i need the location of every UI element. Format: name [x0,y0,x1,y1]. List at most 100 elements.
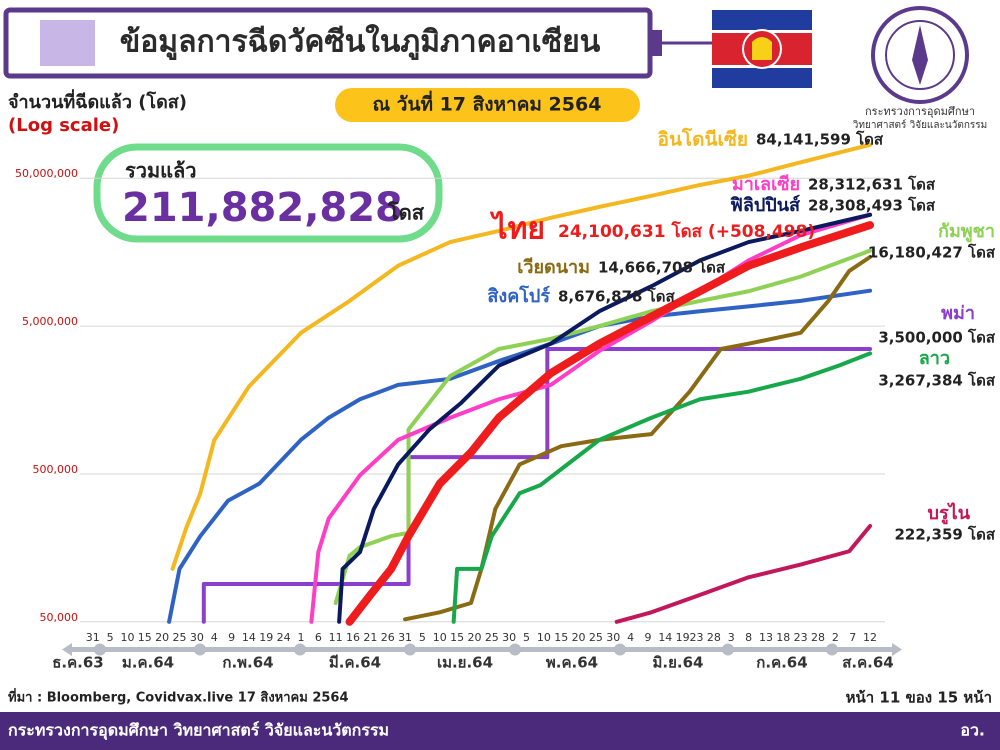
legend-label: เวียดนาม [517,257,590,278]
total-label: 3,267,384 โดส [878,371,995,390]
legend-label: มาเลเซีย [732,174,800,195]
month-divider [722,643,734,656]
month-label: ก.ค.64 [756,654,807,672]
y-tick-label: 50,000,000 [15,167,78,180]
x-tick-label: 13 [759,631,773,644]
series-line [170,142,873,571]
ministry-abbr: อว. [960,721,985,740]
month-label: ธ.ค.63 [52,654,103,672]
total-label: รวมแล้ว [125,159,197,183]
month-label: เม.ย.64 [437,654,493,672]
series-line [167,288,873,624]
x-tick-label: 10 [537,631,551,644]
x-tick-label: 10 [433,631,447,644]
x-tick-label: 6 [315,631,322,644]
y-axis-label: จำนวนที่ฉีดแล้ว (โดส) [8,89,187,113]
x-tick-label: 8 [745,631,752,644]
month-divider [194,643,206,656]
x-tick-label: 25 [173,631,187,644]
date: ณ วันที่ 17 สิงหาคม 2564 [373,91,602,116]
total-label: 84,141,599 โดส [756,130,884,149]
source: ที่มา : Bloomberg, Covidvax.live 17 สิงห… [8,688,349,706]
x-tick-label: 23 [690,631,704,644]
total-label: 222,359 โดส [895,525,996,544]
x-tick-label: 9 [228,631,235,644]
y-tick-label: 50,000 [40,611,79,624]
month-label: มี.ค.64 [329,654,381,672]
x-tick-label: 31 [398,631,412,644]
x-tick-label: 1 [297,631,304,644]
x-tick-label: 7 [849,631,856,644]
x-tick-label: 12 [863,631,877,644]
x-tick-label: 3 [728,631,735,644]
total-label: 24,100,631 โดส (+508,498) [558,221,815,242]
x-tick-label: 9 [644,631,651,644]
x-tick-label: 5 [107,631,114,644]
x-tick-label: 30 [502,631,516,644]
x-tick-label: 5 [419,631,426,644]
series-line [337,212,873,624]
total-label: 3,500,000 โดส [878,328,995,347]
title: ข้อมูลการฉีดวัคซีนในภูมิภาคอาเซียน [120,24,601,61]
axis-arrow [62,643,72,656]
page-number: หน้า 11 ของ 15 หน้า [846,689,992,707]
x-tick-label: 28 [811,631,825,644]
legend-label: กัมพูชา [938,221,995,243]
month-label: ก.พ.64 [222,654,273,672]
total-box [93,143,443,243]
x-tick-label: 19 [676,631,690,644]
x-tick-label: 11 [329,631,343,644]
x-tick-label: 20 [467,631,481,644]
date-pill [335,88,640,122]
x-tick-label: 4 [211,631,218,644]
legend-label: ลาว [919,348,950,369]
month-divider [509,643,521,656]
month-divider [404,643,416,656]
total-label: 16,180,427 โดส [868,243,996,262]
series-line [345,221,875,626]
plot [80,142,885,626]
month-divider [826,643,838,656]
x-tick-label: 25 [485,631,499,644]
month-label: มิ.ย.64 [653,654,704,672]
flag-emblem [752,37,772,60]
footer-bar [0,712,1000,750]
month-label: พ.ค.64 [546,654,598,672]
legend-label: อินโดนีเซีย [658,128,748,151]
total-label: 28,308,493 โดส [808,196,936,215]
x-tick-label: 2 [832,631,839,644]
x-tick-label: 26 [381,631,395,644]
syringe-fill [40,20,95,66]
series-line [333,248,873,606]
month-divider [294,643,306,656]
legend-label: ฟิลิปปินส์ [730,194,801,216]
x-tick-label: 16 [346,631,360,644]
x-tick-label: 30 [606,631,620,644]
month-divider [94,643,106,656]
x-tick-label: 15 [450,631,464,644]
x-tick-label: 19 [259,631,273,644]
total-label: 8,676,878 โดส [558,287,675,306]
syringe-tip [650,30,662,56]
series-line [451,351,873,624]
series-line [403,254,873,622]
ministry: กระทรวงการอุดมศึกษา วิทยาศาสตร์ วิจัยและ… [8,721,389,741]
total-label: 28,312,631 โดส [808,175,936,194]
month-divider [614,643,626,656]
month-label: ม.ค.64 [122,654,174,672]
x-tick-label: 30 [190,631,204,644]
total-value: 211,882,828 [122,185,403,231]
logo-text: วิทยาศาสตร์ วิจัยและนวัตกรรม [852,119,987,131]
axis-arrow [892,643,902,656]
x-tick-label: 31 [86,631,100,644]
x-tick-label: 14 [658,631,672,644]
x-tick-label: 15 [138,631,152,644]
x-tick-label: 14 [242,631,256,644]
legend-label: ไทย [490,211,545,247]
x-tick-label: 23 [794,631,808,644]
logo-ring [885,20,955,90]
total-unit: โดส [387,201,425,225]
total-label: 14,666,708 โดส [598,258,726,277]
